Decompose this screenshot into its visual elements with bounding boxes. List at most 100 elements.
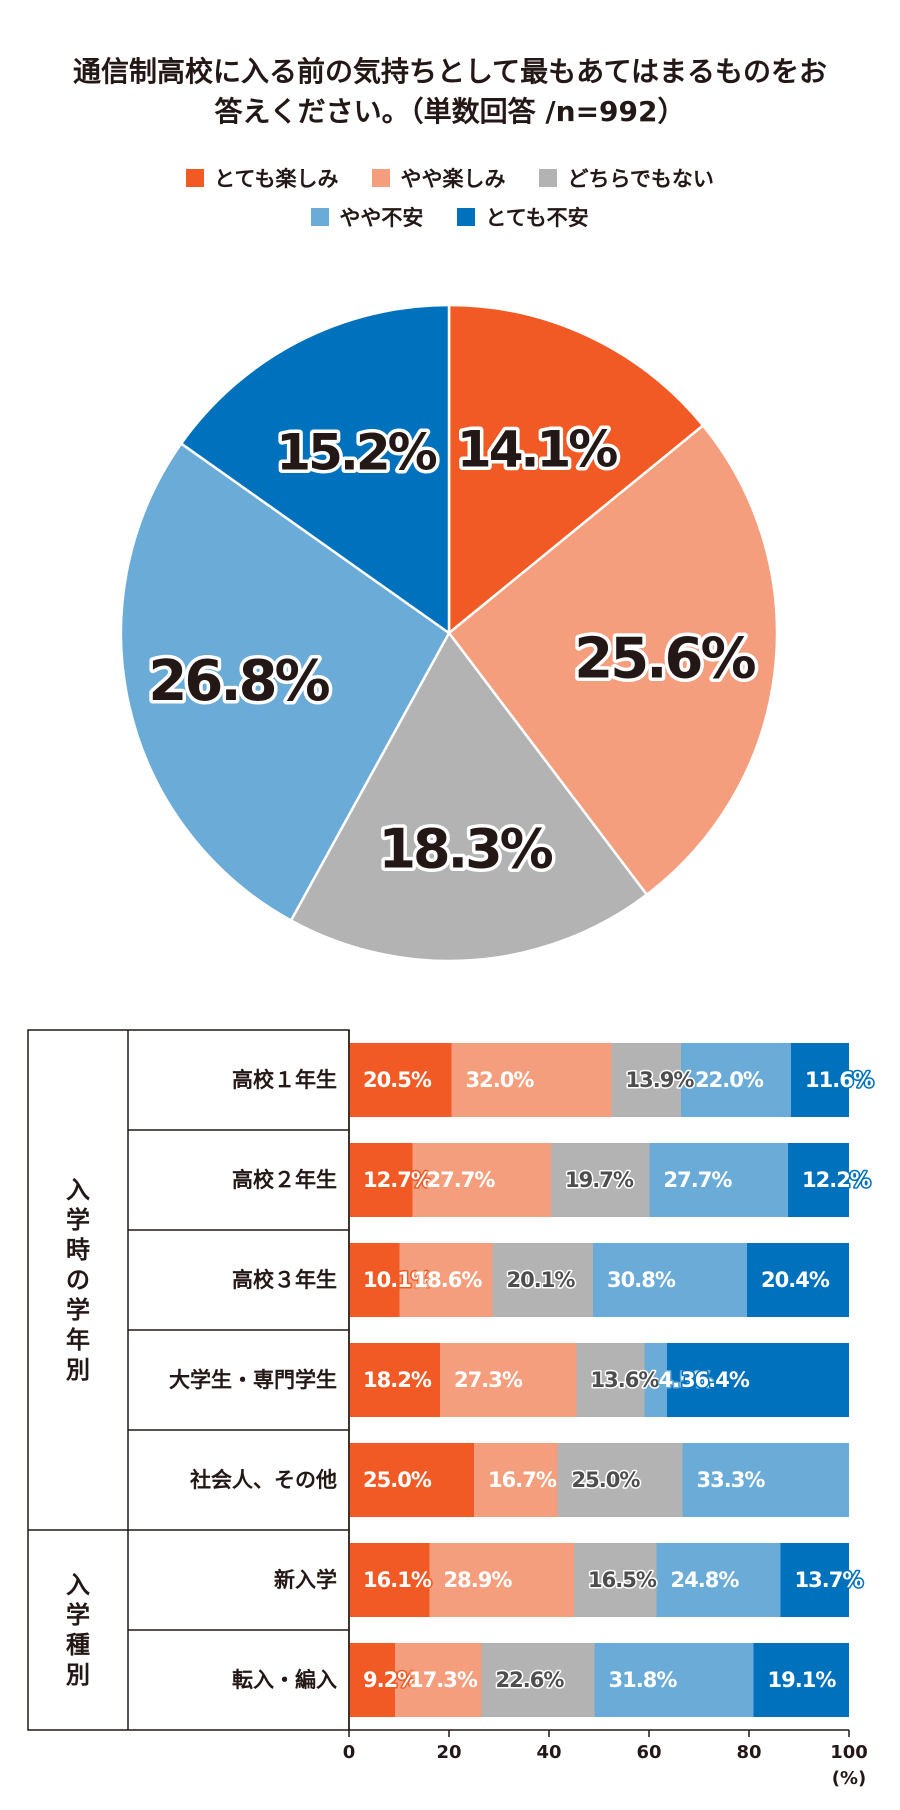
- bar-segment-row6-s3: [574, 1543, 657, 1617]
- bar-segment-row3-s2: [399, 1243, 493, 1317]
- bar-value-label-row2-s3: 19.7%: [565, 1168, 634, 1192]
- bar-value-label-row7-s4: 31.8%: [609, 1668, 678, 1692]
- bar-segment-row3-s1: [349, 1243, 400, 1317]
- bar-segment-row7-s5: [753, 1643, 849, 1717]
- bar-value-label-row2-s2: 27.7%: [427, 1168, 496, 1192]
- bar-value-label-row3-s3: 20.1%: [507, 1268, 576, 1292]
- bar-value-label-row1-s3: 13.9%: [626, 1068, 695, 1092]
- bar-value-label-row5-s2: 16.7%: [488, 1468, 557, 1492]
- x-tick-label-0: 0: [343, 1742, 356, 1763]
- pie-chart: 14.1% 25.6% 18.3% 26.8% 15.2%: [119, 303, 779, 963]
- pie-slice-4: [119, 441, 451, 923]
- bar-segment-row4-s1: [349, 1343, 440, 1417]
- bar-segment-row4-s5: [667, 1343, 849, 1417]
- legend-swatch: [539, 169, 558, 187]
- bar-value-label-row1-s4: 22.0%: [695, 1068, 764, 1092]
- bar-segment-row7-s4: [594, 1643, 754, 1717]
- row-label-5: 社会人、その他: [189, 1468, 337, 1492]
- legend-swatch: [457, 208, 476, 226]
- legend-item-neutral: どちらでもない: [539, 164, 714, 192]
- legend-item-somewhat-anxious: やや不安: [311, 203, 423, 231]
- pie-value-label-4: 26.8%: [148, 649, 329, 714]
- bar-value-label-row6-s3: 16.5%: [588, 1568, 657, 1592]
- legend-swatch: [372, 169, 391, 187]
- x-tick-label-20: 20: [436, 1742, 461, 1763]
- row-label-2: 高校２年生: [232, 1168, 337, 1192]
- group-label-1: 入学時の学年別: [66, 1176, 90, 1384]
- legend-swatch: [311, 208, 330, 226]
- x-tick-label-100: 100: [830, 1742, 868, 1763]
- bar-value-label-row1-s1: 20.5%: [363, 1068, 432, 1092]
- chart-title-line-2: 答えください。（単数回答 /n=992）: [214, 95, 686, 128]
- bar-value-label-row5-s3: 25.0%: [572, 1468, 641, 1492]
- pie-slice-1: [447, 303, 705, 636]
- row-label-1: 高校１年生: [232, 1068, 337, 1092]
- bar-segment-row2-s5: [788, 1143, 849, 1217]
- bar-value-label-row6-s5: 13.7%: [795, 1568, 864, 1592]
- bar-value-label-row6-s2: 28.9%: [444, 1568, 513, 1592]
- bar-segment-row6-s1: [349, 1543, 430, 1617]
- bar-value-label-row4-s1: 18.2%: [363, 1368, 432, 1392]
- bar-value-label-row7-s2: 17.3%: [409, 1668, 478, 1692]
- bar-segment-row4-s4: [644, 1343, 667, 1417]
- legend-label: とても不安: [485, 206, 589, 230]
- bar-value-label-row5-s4: 33.3%: [697, 1468, 766, 1492]
- x-axis-unit: (%): [832, 1768, 867, 1789]
- bar-value-label-row6-s4: 24.8%: [671, 1568, 740, 1592]
- bar-value-label-row3-s2: 18.6%: [414, 1268, 483, 1292]
- x-tick-label-80: 80: [736, 1742, 761, 1763]
- pie-value-label-5: 15.2%: [276, 423, 436, 481]
- legend-label: やや楽しみ: [400, 167, 506, 191]
- bar-segment-row4-s3: [576, 1343, 645, 1417]
- bar-segment-row1-s1: [349, 1043, 452, 1117]
- legend-label: どちらでもない: [567, 167, 714, 191]
- chart-title-line-1: 通信制高校に入る前の気持ちとして最もあてはまるものをお: [72, 55, 828, 88]
- bar-segment-row5-s1: [349, 1443, 474, 1517]
- bar-segment-row7-s3: [481, 1643, 595, 1717]
- bar-segment-row6-s4: [656, 1543, 781, 1617]
- bar-segment-row1-s5: [791, 1043, 849, 1117]
- pie-slice-2: [447, 423, 779, 897]
- bar-segment-row3-s3: [492, 1243, 593, 1317]
- row-label-4: 大学生・専門学生: [169, 1368, 337, 1392]
- pie-slice-3: [289, 630, 649, 963]
- bar-segment-row4-s2: [440, 1343, 577, 1417]
- bar-segment-row5-s3: [557, 1443, 683, 1517]
- bar-value-label-row7-s3: 22.6%: [496, 1668, 565, 1692]
- bar-value-label-row3-s1: 10.1%: [363, 1268, 432, 1292]
- row-label-7: 転入・編入: [232, 1668, 337, 1692]
- bar-segment-row2-s1: [349, 1143, 413, 1217]
- bar-value-label-row3-s5: 20.4%: [761, 1268, 830, 1292]
- bar-segment-row3-s4: [593, 1243, 747, 1317]
- pie-value-label-1: 14.1%: [457, 420, 617, 478]
- pie-value-label-2: 25.6%: [574, 626, 755, 691]
- bar-value-label-row7-s5: 19.1%: [768, 1668, 837, 1692]
- bar-segment-row3-s5: [747, 1243, 849, 1317]
- legend-item-somewhat-excited: やや楽しみ: [372, 164, 505, 192]
- bar-value-label-row7-s1: 9.2%: [363, 1668, 418, 1692]
- pie-value-label-3: 18.3%: [378, 817, 552, 880]
- group-label-2: 入学種別: [66, 1571, 90, 1689]
- x-tick-label-40: 40: [536, 1742, 561, 1763]
- bar-value-label-row1-s2: 32.0%: [466, 1068, 535, 1092]
- bar-segment-row5-s2: [474, 1443, 558, 1517]
- bar-value-label-row4-s5: 36.4%: [681, 1368, 750, 1392]
- x-tick-label-60: 60: [636, 1742, 661, 1763]
- row-label-3: 高校３年生: [232, 1268, 337, 1292]
- bar-segment-row6-s5: [780, 1543, 849, 1617]
- bar-segment-row2-s4: [649, 1143, 788, 1217]
- bar-segment-row2-s2: [412, 1143, 551, 1217]
- bar-segment-row5-s4: [682, 1443, 849, 1517]
- bar-value-label-row4-s3: 13.6%: [591, 1368, 660, 1392]
- legend-swatch: [186, 169, 205, 187]
- bar-segment-row2-s3: [551, 1143, 650, 1217]
- pie-slice-5: [179, 303, 451, 636]
- bar-segment-row1-s4: [681, 1043, 791, 1117]
- row-label-6: 新入学: [274, 1568, 337, 1592]
- legend-label: とても楽しみ: [214, 167, 339, 191]
- bar-segment-row1-s3: [611, 1043, 681, 1117]
- legend-row-1: とても楽しみ やや楽しみ どちらでもない: [0, 164, 900, 192]
- bar-value-label-row4-s4: 4.5%: [659, 1368, 714, 1392]
